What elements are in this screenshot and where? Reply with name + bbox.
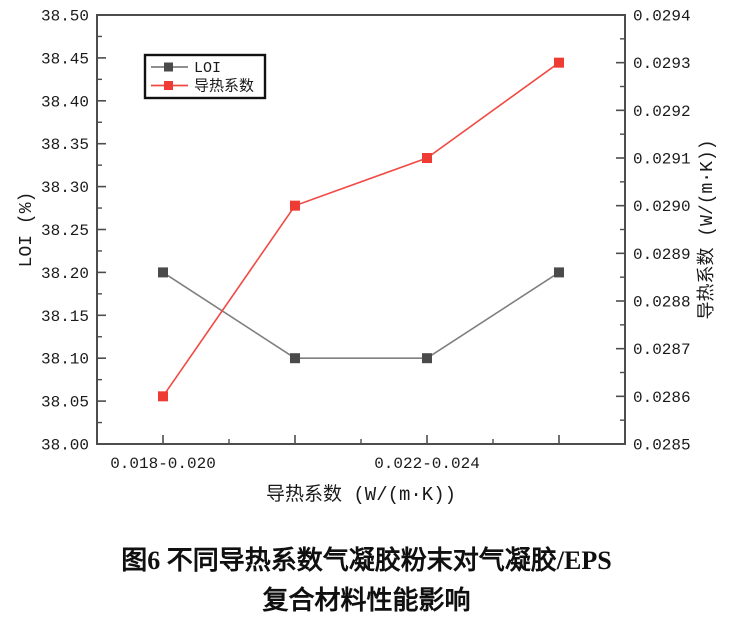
left-axis-tick-label: 38.50 bbox=[41, 8, 89, 26]
legend-marker bbox=[164, 81, 173, 90]
left-axis: 38.00 38.05 38.10 38.15 38.20 38.25 38.30 38.35… bbox=[17, 8, 106, 455]
data-point-marker bbox=[158, 267, 168, 278]
data-point-marker bbox=[290, 353, 300, 364]
series-loi bbox=[158, 267, 564, 364]
left-axis-tick-label: 38.00 bbox=[41, 437, 89, 455]
right-axis-tick-label: 0.0294 bbox=[633, 8, 691, 26]
right-axis-tick-label: 0.0293 bbox=[633, 55, 691, 73]
series-line bbox=[162, 271, 560, 360]
right-axis-title: 导热系数 (W/(m·K)) bbox=[696, 139, 718, 319]
data-point-marker bbox=[422, 353, 432, 364]
x-axis-tick-label: 0.022-0.024 bbox=[374, 455, 480, 473]
dual-axis-line-chart: 38.00 38.05 38.10 38.15 38.20 38.25 38.30 38.35… bbox=[17, 8, 718, 507]
left-axis-tick-label: 38.35 bbox=[41, 136, 89, 154]
legend-marker bbox=[164, 62, 173, 72]
right-axis-tick-label: 0.0286 bbox=[633, 389, 691, 407]
right-axis-tick-label: 0.0285 bbox=[633, 437, 691, 455]
left-axis-title: LOI (%) bbox=[17, 192, 37, 268]
left-axis-tick-label: 38.30 bbox=[41, 179, 89, 197]
data-point-marker bbox=[290, 200, 300, 211]
left-axis-tick-label: 38.15 bbox=[41, 308, 89, 326]
right-axis-tick-label: 0.0288 bbox=[633, 294, 691, 312]
right-axis-tick-label: 0.0292 bbox=[633, 103, 691, 121]
right-axis-tick-label: 0.0287 bbox=[633, 341, 691, 359]
data-point-marker bbox=[422, 153, 432, 163]
left-axis-tick-label: 38.45 bbox=[41, 50, 89, 68]
series-line bbox=[162, 62, 560, 397]
series-thermal-conductivity bbox=[158, 57, 564, 402]
x-axis: 0.018-0.020 0.022-0.024 导热系数 (W/(m·K)) bbox=[110, 435, 560, 506]
left-axis-tick-label: 38.20 bbox=[41, 265, 89, 283]
left-axis-tick-label: 38.40 bbox=[41, 93, 89, 111]
right-axis-tick-label: 0.0290 bbox=[633, 198, 691, 216]
left-axis-tick-label: 38.10 bbox=[41, 351, 89, 369]
figure-caption: 图6 不同导热系数气凝胶粉末对气凝胶/EPS 复合材料性能影响 bbox=[0, 541, 733, 621]
data-point-marker bbox=[554, 57, 564, 68]
right-axis-tick-label: 0.0289 bbox=[633, 246, 691, 264]
right-axis: 0.0285 0.0286 0.0287 0.0288 0.0289 0.0290 0.02… bbox=[616, 8, 718, 455]
data-point-marker bbox=[554, 267, 564, 278]
data-point-marker bbox=[158, 391, 168, 402]
left-axis-tick-label: 38.05 bbox=[41, 394, 89, 412]
caption-line-1: 图6 不同导热系数气凝胶粉末对气凝胶/EPS bbox=[121, 546, 612, 575]
legend-label: 导热系数 bbox=[194, 78, 254, 96]
x-axis-title: 导热系数 (W/(m·K)) bbox=[266, 483, 456, 506]
left-axis-tick-label: 38.25 bbox=[41, 222, 89, 240]
legend-label: LOI bbox=[194, 60, 221, 77]
right-axis-tick-label: 0.0291 bbox=[633, 151, 691, 169]
caption-line-2: 复合材料性能影响 bbox=[262, 586, 471, 615]
x-axis-tick-label: 0.018-0.020 bbox=[110, 455, 216, 473]
legend-box bbox=[143, 53, 267, 100]
